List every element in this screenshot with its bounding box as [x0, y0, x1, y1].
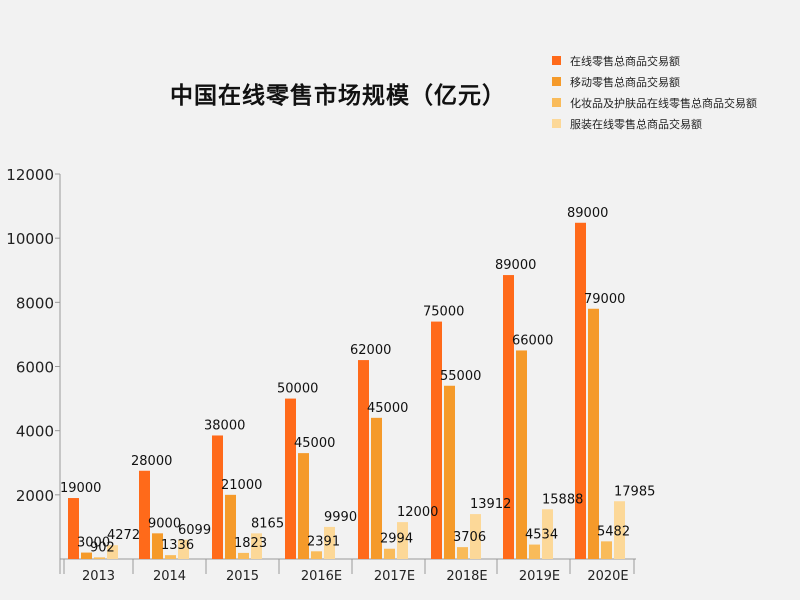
data-label: 17985	[614, 484, 655, 499]
bar	[601, 541, 612, 559]
y-tick-label: 8000	[16, 294, 54, 312]
data-label: 9990	[324, 510, 357, 525]
data-label: 1336	[161, 538, 194, 553]
bar	[588, 308, 599, 559]
y-tick-label: 2000	[16, 487, 54, 505]
data-label: 45000	[294, 436, 335, 451]
bar	[68, 498, 79, 559]
bar	[285, 398, 296, 559]
bar	[311, 551, 322, 559]
legend-item: 在线零售总商品交易额	[552, 50, 757, 71]
legend-item: 服装在线零售总商品交易额	[552, 113, 757, 134]
data-label: 3000	[77, 536, 110, 551]
data-label: 79000	[584, 292, 625, 307]
data-label: 89000	[567, 206, 608, 221]
x-tick-label: 2015	[226, 569, 259, 584]
bar	[575, 222, 586, 559]
legend-swatch	[552, 98, 561, 107]
data-label: 4534	[525, 528, 558, 543]
data-label: 62000	[350, 343, 391, 358]
x-tick-label: 2013	[82, 569, 115, 584]
y-tick-label: 4000	[16, 423, 54, 441]
bar	[397, 522, 408, 559]
data-label: 89000	[495, 258, 536, 273]
x-tick-label: 2019E	[519, 569, 560, 584]
legend-label: 在线零售总商品交易额	[570, 54, 680, 68]
y-tick-label: 6000	[16, 359, 54, 377]
data-label: 8165	[251, 516, 284, 531]
legend-label: 服装在线零售总商品交易额	[570, 117, 702, 131]
bar	[503, 275, 514, 559]
bar	[81, 552, 92, 559]
y-tick-label: 12000	[6, 166, 54, 184]
bar	[238, 552, 249, 559]
data-label: 19000	[60, 481, 101, 496]
data-label: 2994	[380, 532, 413, 547]
data-label: 15888	[542, 492, 583, 507]
data-label: 902	[90, 540, 115, 555]
data-label: 9000	[148, 516, 181, 531]
bar	[431, 321, 442, 559]
data-label: 28000	[131, 454, 172, 469]
legend-item: 化妆品及护肤品在线零售总商品交易额	[552, 92, 757, 113]
x-tick-label: 2016E	[301, 569, 342, 584]
legend-label: 移动零售总商品交易额	[570, 75, 680, 89]
bar	[165, 555, 176, 559]
bar	[457, 547, 468, 559]
data-label: 4272	[107, 528, 140, 543]
bar	[542, 509, 553, 559]
bar	[444, 385, 455, 559]
data-label: 66000	[512, 333, 553, 348]
data-label: 6099	[178, 523, 211, 538]
data-label: 12000	[397, 505, 438, 520]
data-label: 1823	[234, 536, 267, 551]
bar	[225, 494, 236, 559]
legend-swatch	[552, 119, 561, 128]
bar	[212, 435, 223, 559]
data-label: 45000	[367, 401, 408, 416]
legend-item: 移动零售总商品交易额	[552, 71, 757, 92]
legend-label: 化妆品及护肤品在线零售总商品交易额	[570, 96, 757, 110]
data-label: 5482	[597, 524, 630, 539]
bar	[139, 470, 150, 559]
bar	[178, 539, 189, 559]
bar	[152, 533, 163, 559]
bar	[529, 544, 540, 559]
data-label: 75000	[423, 305, 464, 320]
bar	[107, 545, 118, 559]
data-label: 21000	[221, 478, 262, 493]
chart-title: 中国在线零售市场规模（亿元）	[170, 83, 506, 109]
x-tick-label: 2020E	[587, 569, 628, 584]
data-label: 3706	[453, 530, 486, 545]
x-tick-label: 2017E	[374, 569, 415, 584]
bar	[298, 453, 309, 559]
bar	[614, 501, 625, 559]
legend-swatch	[552, 77, 561, 86]
x-tick-label: 2018E	[446, 569, 487, 584]
data-label: 38000	[204, 418, 245, 433]
y-tick-label: 10000	[6, 230, 54, 248]
bar	[251, 533, 262, 559]
x-tick-label: 2014	[153, 569, 186, 584]
data-label: 55000	[440, 369, 481, 384]
bar	[470, 514, 481, 559]
bar	[94, 557, 105, 559]
bar	[516, 350, 527, 559]
data-label: 2391	[307, 534, 340, 549]
data-label: 50000	[277, 382, 318, 397]
data-label: 13912	[470, 497, 511, 512]
legend: 在线零售总商品交易额 移动零售总商品交易额化妆品及护肤品在线零售总商品交易额 服装在…	[552, 50, 757, 134]
legend-swatch	[552, 56, 561, 65]
bar	[358, 360, 369, 559]
bar	[384, 548, 395, 559]
bar	[371, 417, 382, 559]
bar	[324, 526, 335, 559]
